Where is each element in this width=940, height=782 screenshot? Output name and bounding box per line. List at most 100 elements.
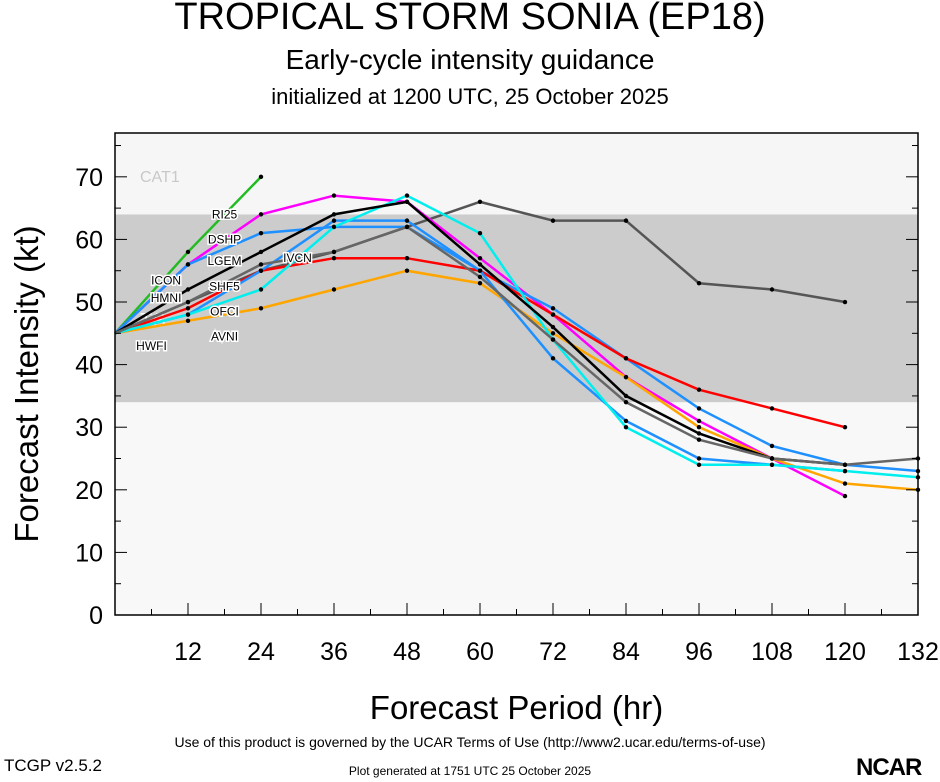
x-tick-label: 36	[320, 638, 348, 666]
x-tick-label: 12	[174, 638, 202, 666]
data-point	[404, 199, 410, 205]
data-point	[550, 312, 556, 317]
x-tick-label: 96	[685, 638, 713, 666]
data-point	[550, 356, 556, 361]
data-point	[550, 331, 556, 336]
data-point	[696, 431, 702, 436]
data-point	[258, 306, 264, 311]
x-tick-label: 132	[897, 638, 939, 666]
series-line-lgem	[114, 225, 919, 473]
data-point	[550, 218, 556, 223]
x-tick-label: 108	[751, 638, 793, 666]
data-point	[550, 306, 556, 311]
data-point	[550, 337, 556, 342]
y-tick-label: 30	[75, 414, 103, 442]
data-point	[331, 212, 337, 217]
data-point	[258, 268, 264, 273]
data-point	[769, 406, 775, 411]
data-point	[696, 456, 702, 461]
data-point	[404, 218, 410, 223]
data-point	[185, 262, 191, 267]
data-point	[769, 287, 775, 292]
y-tick-label: 60	[75, 226, 103, 254]
x-tick-label: 48	[393, 638, 421, 666]
data-point	[842, 481, 848, 486]
data-point	[477, 262, 483, 267]
data-point	[331, 249, 337, 255]
x-tick-label: 24	[247, 638, 275, 666]
data-point	[842, 462, 848, 467]
data-point	[623, 218, 629, 223]
y-tick-label: 0	[89, 602, 103, 630]
series-label: OFCI	[210, 304, 239, 318]
data-point	[477, 268, 483, 273]
data-point	[696, 406, 702, 411]
data-point	[258, 212, 264, 217]
y-tick-label: 10	[75, 539, 103, 567]
data-point	[623, 393, 629, 399]
data-point	[623, 399, 629, 405]
data-point	[623, 425, 629, 430]
data-point	[185, 306, 191, 311]
data-point	[769, 462, 775, 467]
series-label: RI25	[212, 207, 238, 221]
data-point	[185, 299, 191, 305]
x-axis-label: Forecast Period (hr)	[370, 689, 663, 726]
data-point	[477, 255, 483, 261]
data-point	[185, 312, 191, 317]
x-tick-label: 72	[539, 638, 567, 666]
chart-title: TROPICAL STORM SONIA (EP18)	[174, 0, 766, 38]
x-tick-label: 120	[824, 638, 866, 666]
y-tick-label: 50	[75, 289, 103, 317]
data-point	[623, 374, 629, 380]
x-tick-label: 84	[612, 638, 640, 666]
data-point	[258, 230, 264, 236]
chart-subtitle: Early-cycle intensity guidance	[285, 44, 655, 75]
data-point	[769, 456, 775, 461]
y-axis-label: Forecast Intensity (kt)	[8, 225, 45, 542]
data-point	[258, 262, 264, 267]
data-point	[477, 230, 483, 236]
data-point	[185, 318, 191, 323]
data-point	[404, 193, 410, 198]
generated-text: Plot generated at 1751 UTC 25 October 20…	[348, 764, 592, 778]
data-point	[842, 468, 848, 474]
data-point	[696, 387, 702, 392]
data-point	[404, 224, 410, 230]
data-point	[477, 274, 483, 280]
data-point	[842, 493, 848, 499]
terms-text: Use of this product is governed by the U…	[174, 734, 766, 750]
series-label: IVCN	[283, 251, 312, 265]
init-time: initialized at 1200 UTC, 25 October 2025	[271, 84, 669, 109]
data-point	[331, 193, 337, 198]
data-point	[623, 356, 629, 361]
y-tick-label: 20	[75, 477, 103, 505]
series-label: HMNI	[151, 291, 182, 305]
series-label: ICON	[151, 274, 181, 288]
version-text: TCGP v2.5.2	[4, 756, 102, 775]
y-tick-label: 40	[75, 352, 103, 380]
series-label: HWFI	[136, 339, 167, 353]
data-point	[185, 287, 191, 292]
data-point	[258, 174, 264, 180]
ncar-logo: NCAR	[856, 754, 922, 781]
series-label: SHF5	[209, 279, 240, 293]
data-point	[550, 324, 556, 330]
series-line-ivcn	[114, 225, 919, 467]
data-point	[842, 425, 848, 430]
data-point	[331, 287, 337, 292]
series-label: LGEM	[207, 254, 241, 268]
data-point	[258, 249, 264, 255]
data-point	[258, 287, 264, 292]
data-point	[696, 418, 702, 424]
data-point	[404, 255, 410, 261]
data-point	[769, 443, 775, 449]
data-point	[477, 281, 483, 286]
series-label: AVNI	[211, 330, 238, 344]
data-point	[696, 437, 702, 442]
data-point	[331, 255, 337, 261]
x-tick-label: 60	[466, 638, 494, 666]
data-point	[331, 224, 337, 230]
